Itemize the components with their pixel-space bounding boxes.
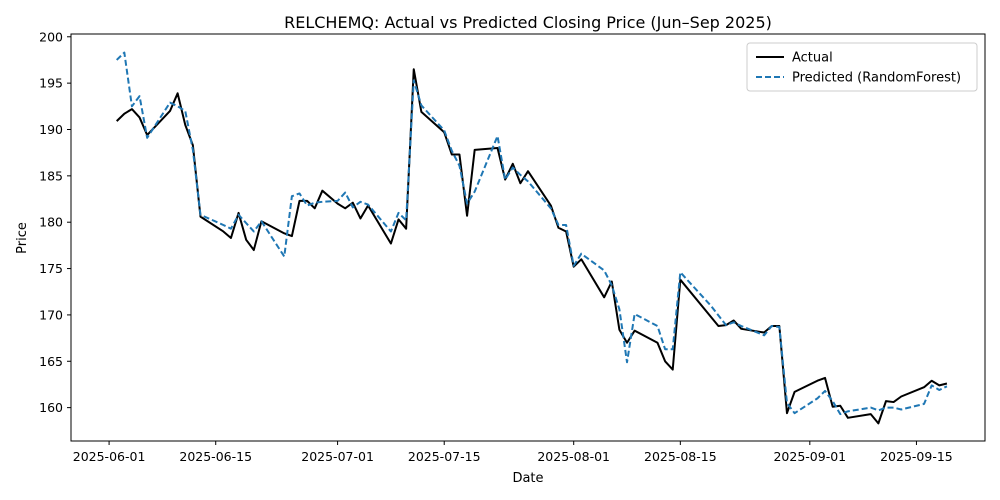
y-tick-label: 160 [39,400,63,415]
x-tick-label: 2025-08-01 [537,449,610,464]
chart-title: RELCHEMQ: Actual vs Predicted Closing Pr… [284,13,772,32]
legend: Actual Predicted (RandomForest) [746,42,978,92]
y-axis-label: Price [15,222,30,254]
legend-label-actual: Actual [792,51,833,66]
x-tick-label: 2025-09-01 [773,449,846,464]
y-tick-label: 180 [39,215,63,230]
x-tick-label: 2025-07-15 [408,449,481,464]
series-layer [116,51,948,425]
series-line-0 [116,68,948,425]
x-tick-label: 2025-06-01 [73,449,146,464]
x-axis-ticks: 2025-06-01 2025-06-15 2025-07-01 2025-07-15… [73,441,953,464]
x-tick-label: 2025-07-01 [301,449,374,464]
y-axis-ticks: 160 165 170 175 180 185 190 195 200 [39,29,71,415]
y-tick-label: 185 [39,168,63,183]
plot-frame [70,33,986,442]
legend-label-predicted: Predicted (RandomForest) [792,71,961,86]
y-tick-label: 200 [39,29,63,44]
plot-area: 2025-06-01 2025-06-15 2025-07-01 2025-07-15… [39,29,986,464]
y-tick-label: 170 [39,307,63,322]
x-tick-label: 2025-08-15 [644,449,717,464]
x-axis-label: Date [512,471,543,486]
x-tick-label: 2025-09-15 [880,449,953,464]
y-tick-label: 195 [39,76,63,91]
y-tick-label: 175 [39,261,63,276]
x-tick-label: 2025-06-15 [179,449,252,464]
legend-box [746,42,978,92]
y-tick-label: 165 [39,354,63,369]
series-line-1 [116,51,948,416]
y-tick-label: 190 [39,122,63,137]
